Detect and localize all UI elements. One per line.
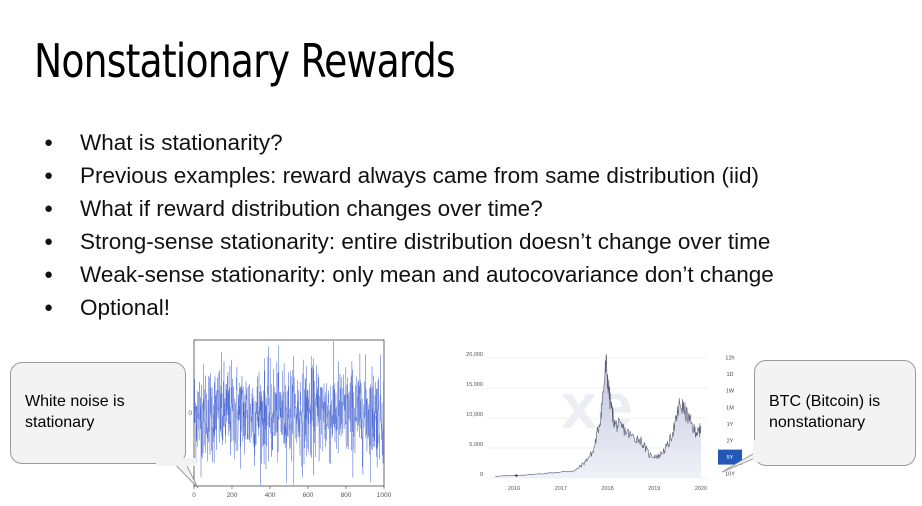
x-tick-label: 400 <box>265 492 276 499</box>
white-noise-callout: White noise is stationary <box>10 362 186 464</box>
bullet-item: Weak-sense stationarity: only mean and a… <box>44 258 774 291</box>
y-tick-label: 5,000 <box>469 442 483 448</box>
callout-text: White noise is <box>25 393 125 410</box>
x-tick-label: 1000 <box>377 492 392 499</box>
range-button-label: 12h <box>725 356 734 362</box>
range-button-label: 2Y <box>727 439 734 445</box>
bullet-list: What is stationarity? Previous examples:… <box>44 126 774 324</box>
range-button-10y <box>718 466 742 482</box>
x-tick-label: 2019 <box>648 486 660 492</box>
range-button-label: 1W <box>726 389 735 395</box>
x-tick-label: 2018 <box>601 486 613 492</box>
noise-series-line <box>193 341 384 485</box>
range-button-1y <box>718 416 742 432</box>
white-noise-chart: 0 200 400 600 800 1000 0 <box>188 339 392 499</box>
bullet-item: Optional! <box>44 291 774 324</box>
y-tick-label: 20,000 <box>466 352 483 358</box>
btc-callout: BTC (Bitcoin) is nonstationary <box>754 360 916 466</box>
callout-text: stationary <box>25 414 95 431</box>
bullet-item: Previous examples: reward always came fr… <box>44 159 774 192</box>
x-tick-label: 2017 <box>555 486 567 492</box>
slide-title: Nonstationary Rewards <box>34 34 456 88</box>
range-button-5y <box>718 449 742 465</box>
range-button-label: 5Y <box>727 455 734 461</box>
btc-callout-tail-cover <box>753 440 761 462</box>
y-tick-label: 0 <box>480 472 483 478</box>
x-tick-label: 200 <box>227 492 238 499</box>
y-tick-label: 10,000 <box>466 412 483 418</box>
x-tick-label: 800 <box>341 492 352 499</box>
y-tick-label: 15,000 <box>466 382 483 388</box>
range-button-label: 1Y <box>727 422 734 428</box>
range-button-1d <box>718 366 742 382</box>
callout-text: nonstationary <box>769 414 866 431</box>
callout-text: BTC (Bitcoin) is <box>769 393 881 410</box>
range-button-label: 10Y <box>725 472 735 478</box>
range-button-1m <box>718 399 742 415</box>
x-tick-label: 0 <box>192 492 196 499</box>
x-tick-label: 2016 <box>508 486 520 492</box>
white-noise-callout-tail-cover <box>156 458 196 466</box>
bullet-item: What is stationarity? <box>44 126 774 159</box>
btc-price-line <box>495 354 702 477</box>
btc-area-fill <box>495 354 701 478</box>
range-button-12h <box>718 350 742 365</box>
x-tick-label: 2020 <box>695 486 707 492</box>
start-marker <box>515 474 518 477</box>
range-button-1w <box>718 383 742 399</box>
range-button-label: 1M <box>726 405 734 411</box>
bullet-item: Strong-sense stationarity: entire distri… <box>44 225 774 258</box>
y-tick-label: 0 <box>188 410 192 417</box>
range-button-label: 1D <box>726 372 733 378</box>
x-tick-label: 600 <box>303 492 314 499</box>
bullet-item: What if reward distribution changes over… <box>44 192 774 225</box>
range-button-2y <box>718 433 742 448</box>
